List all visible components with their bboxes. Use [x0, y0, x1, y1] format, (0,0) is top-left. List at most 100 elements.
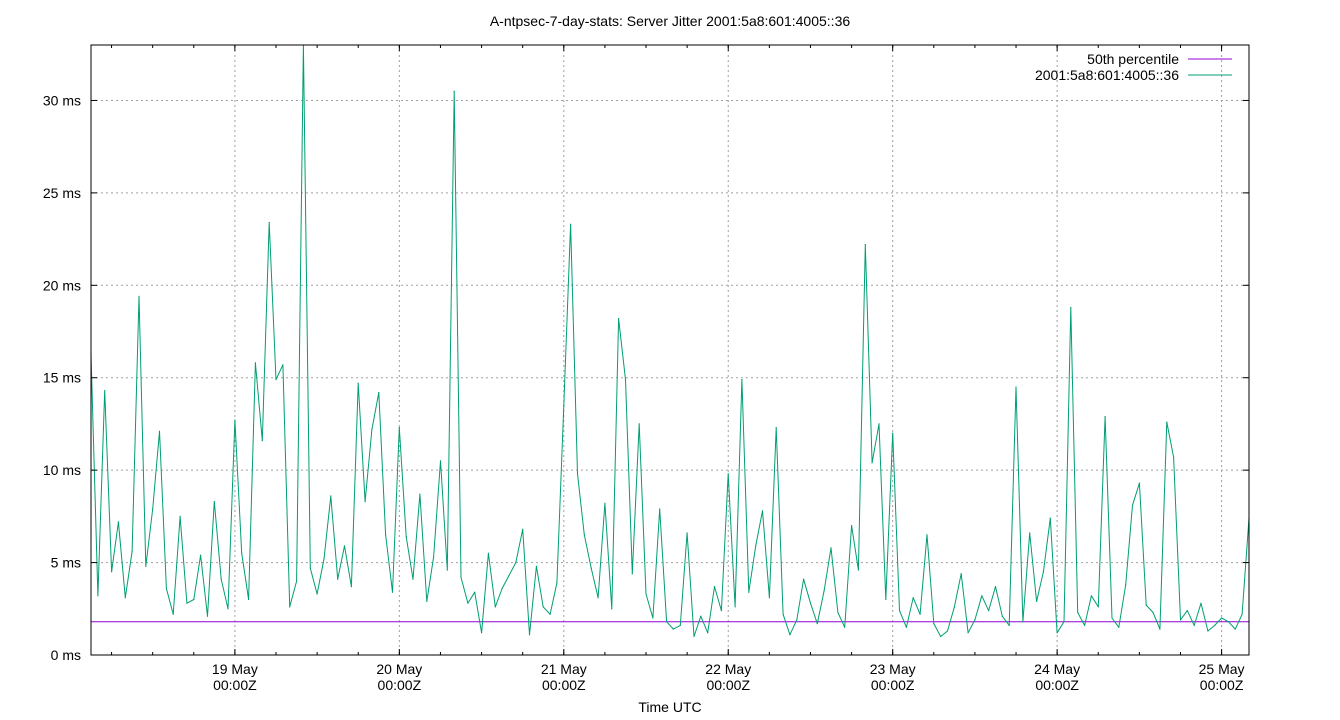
data-point: [611, 608, 613, 610]
y-tick-label: 10 ms: [43, 462, 81, 478]
data-point: [145, 565, 147, 567]
data-point: [289, 606, 291, 608]
data-point: [775, 427, 777, 429]
data-point: [789, 634, 791, 636]
data-point: [439, 460, 442, 462]
data-point: [823, 589, 825, 591]
data-point: [1056, 632, 1058, 634]
data-point: [1070, 306, 1072, 309]
data-point: [172, 613, 174, 615]
data-point: [809, 602, 812, 604]
data-point: [1186, 610, 1188, 612]
data-point: [707, 632, 709, 634]
data-point: [652, 617, 654, 619]
data-point: [926, 534, 928, 536]
y-tick-label: 15 ms: [43, 370, 81, 386]
data-point: [104, 390, 106, 392]
data-point: [117, 521, 119, 523]
x-tick-label-time: 00:00Z: [378, 677, 422, 693]
data-point: [227, 608, 229, 610]
y-tick-label: 30 ms: [43, 92, 81, 108]
data-point: [275, 379, 277, 381]
data-point: [200, 554, 202, 556]
data-point: [213, 501, 215, 503]
data-point: [97, 595, 99, 597]
data-point: [933, 623, 935, 625]
data-point: [487, 552, 489, 554]
data-point: [1241, 613, 1243, 615]
data-point: [371, 428, 373, 431]
data-point: [946, 630, 949, 632]
data-point: [1227, 621, 1229, 623]
x-tick-label-date: 21 May: [541, 661, 587, 677]
data-point: [1214, 624, 1216, 627]
data-point: [892, 432, 894, 434]
data-point: [816, 623, 818, 625]
data-point: [878, 423, 880, 425]
data-point: [994, 586, 997, 588]
legend-label: 50th percentile: [1087, 51, 1179, 67]
data-point: [981, 595, 983, 597]
legend-label: 2001:5a8:601:4005::36: [1035, 67, 1179, 83]
data-point: [597, 597, 599, 599]
data-point: [940, 635, 942, 638]
data-point: [1063, 621, 1065, 623]
data-point: [453, 90, 455, 92]
data-point: [357, 382, 359, 384]
data-point: [1036, 600, 1038, 603]
data-point: [1084, 624, 1086, 627]
data-point: [1090, 595, 1092, 597]
data-point: [1234, 628, 1236, 630]
data-point: [1138, 482, 1140, 484]
data-point: [158, 430, 161, 432]
data-point: [666, 621, 668, 623]
data-point: [590, 567, 592, 569]
data-point: [405, 536, 407, 538]
data-point: [316, 593, 318, 595]
data-point: [460, 576, 462, 579]
data-point: [206, 615, 209, 617]
data-point: [385, 534, 387, 536]
data-point: [631, 573, 633, 575]
x-tick-label-date: 24 May: [1034, 661, 1080, 677]
grid-lines: [91, 45, 1249, 655]
data-point: [1022, 621, 1024, 623]
data-point: [755, 545, 757, 547]
data-point: [837, 611, 839, 614]
data-point: [624, 379, 627, 381]
data-point: [1200, 602, 1202, 604]
data-point: [296, 580, 298, 582]
data-point: [1152, 611, 1154, 614]
data-point: [919, 613, 921, 615]
data-point: [686, 532, 688, 534]
data-point: [871, 462, 873, 464]
data-point: [851, 525, 853, 527]
data-point: [960, 573, 962, 575]
data-point: [563, 404, 565, 407]
data-point: [419, 493, 421, 495]
data-point: [1125, 584, 1127, 586]
data-point: [796, 619, 798, 621]
data-point: [501, 587, 503, 590]
data-point: [467, 602, 469, 604]
data-point: [528, 634, 531, 636]
data-point: [426, 600, 428, 603]
data-point: [761, 510, 764, 512]
data-point: [905, 626, 908, 628]
series-layer: [90, 44, 1250, 638]
y-tick-label: 0 ms: [51, 647, 81, 663]
x-tick-label-date: 22 May: [705, 661, 751, 677]
data-point: [912, 597, 914, 599]
data-point: [241, 552, 243, 554]
data-point: [1015, 386, 1017, 388]
data-point: [638, 423, 640, 425]
data-point: [583, 534, 585, 536]
data-point: [576, 473, 579, 475]
data-point: [234, 419, 236, 421]
data-point: [391, 591, 394, 593]
data-point: [672, 628, 675, 630]
